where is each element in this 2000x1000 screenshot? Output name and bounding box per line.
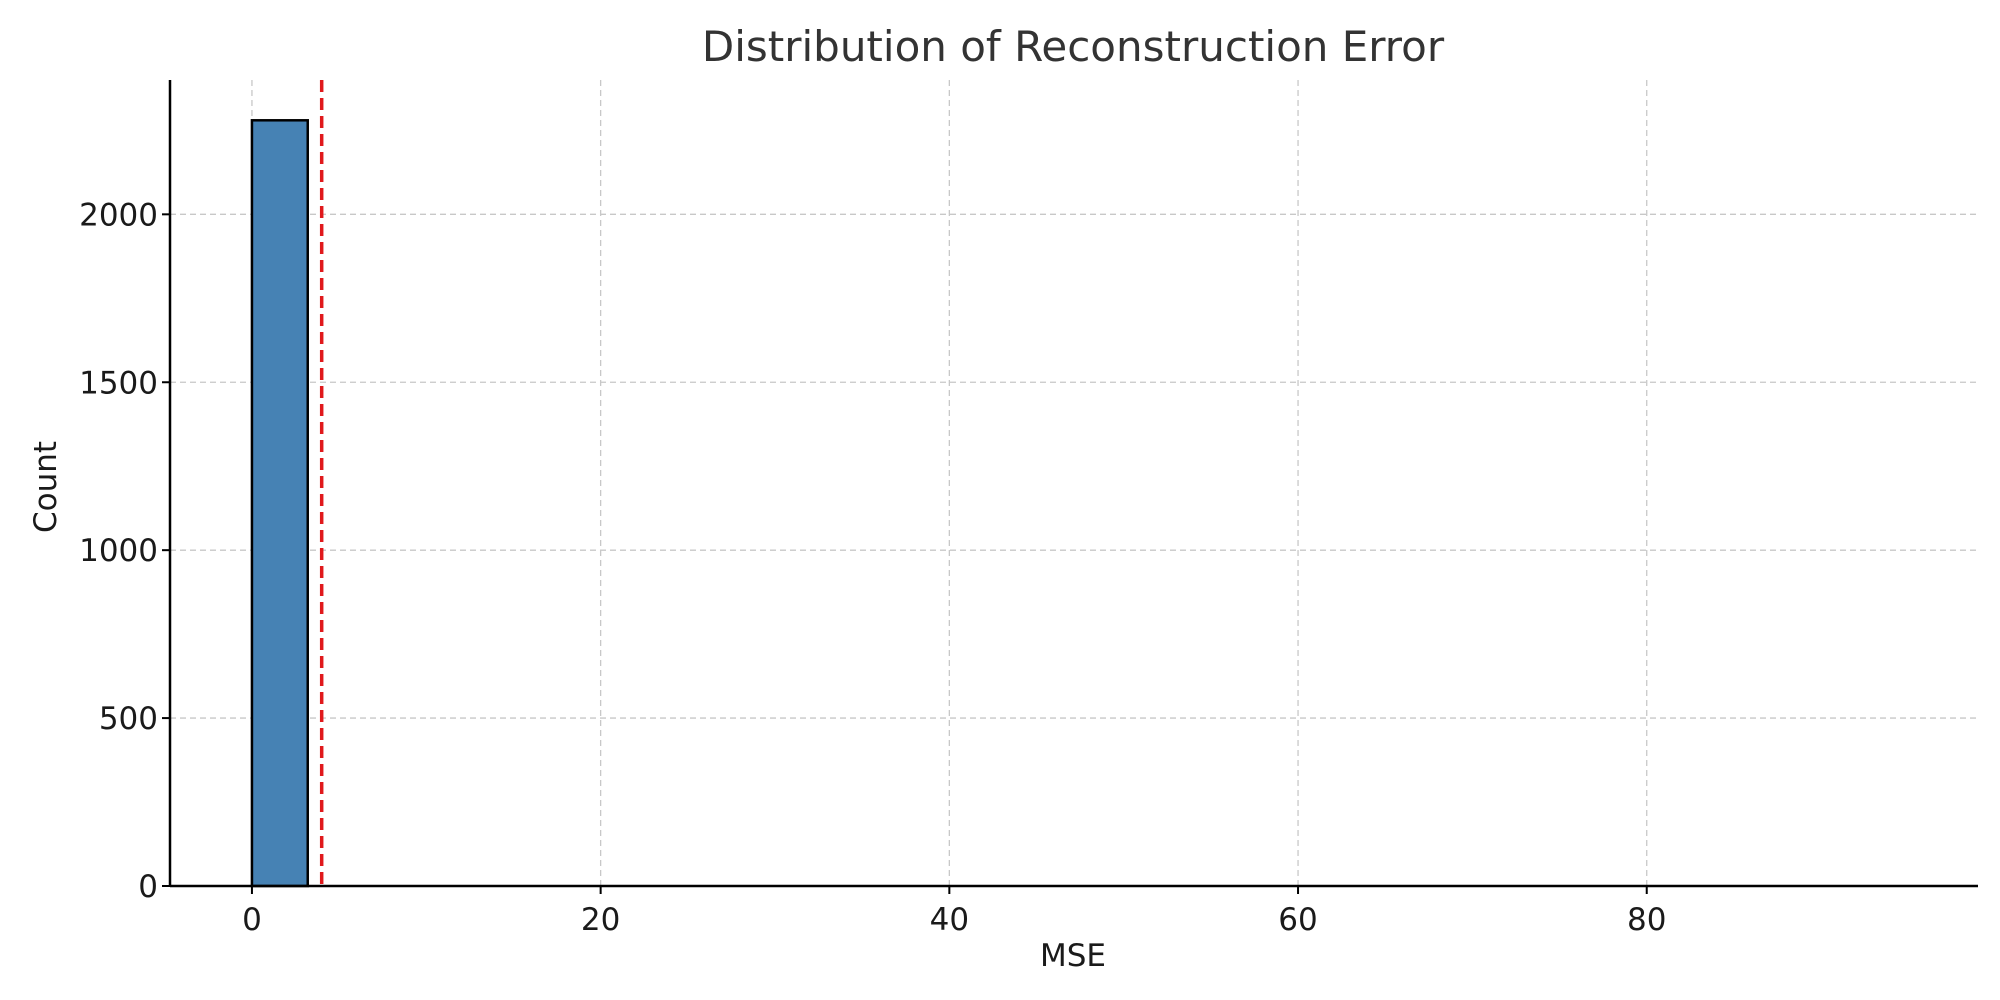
x-tick-label: 60 — [1278, 902, 1317, 938]
grid — [170, 80, 1978, 886]
x-tick-label: 20 — [581, 902, 620, 938]
y-axis-label: Count — [28, 441, 64, 533]
y-tick-label: 0 — [138, 869, 158, 905]
histogram-bar — [250, 119, 309, 888]
x-axis-label: MSE — [1040, 938, 1106, 974]
axes — [168, 80, 1978, 888]
y-tick-label: 2000 — [79, 197, 158, 233]
ticks: 0 20 40 60 80 0 500 1000 1500 2000 — [79, 197, 1666, 938]
x-tick-label: 0 — [242, 902, 262, 938]
y-tick-label: 500 — [99, 701, 158, 737]
y-tick-label: 1500 — [79, 365, 158, 401]
x-tick-label: 80 — [1627, 902, 1666, 938]
chart-title: Distribution of Reconstruction Error — [702, 22, 1445, 71]
bars — [250, 119, 309, 888]
y-tick-label: 1000 — [79, 533, 158, 569]
x-tick-label: 40 — [930, 902, 969, 938]
